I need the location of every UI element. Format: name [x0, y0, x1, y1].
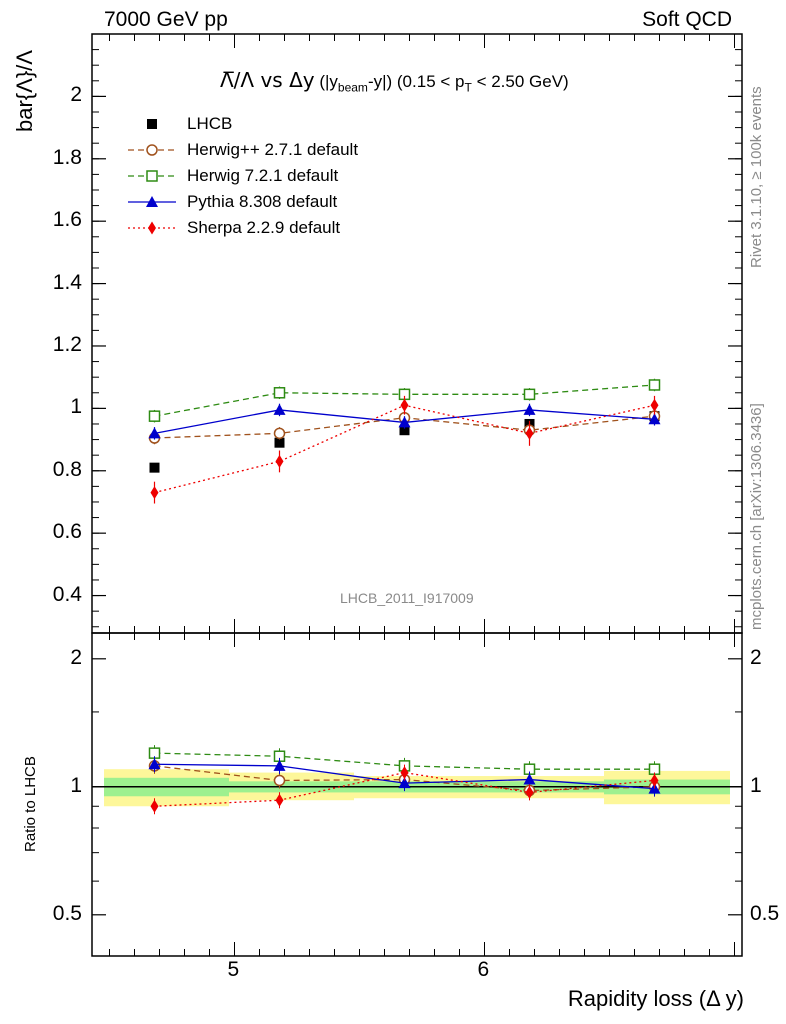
- data-point-0: [399, 425, 410, 436]
- chart-title-part2: -y|) (0.15 < p: [367, 72, 465, 91]
- legend-item-herwig7: Herwig 7.2.1 default: [187, 166, 339, 185]
- legend-marker-4: [148, 221, 156, 235]
- data-point-3: [648, 413, 661, 425]
- ratio-point-3: [275, 793, 284, 807]
- ratio-series: [148, 745, 661, 815]
- data-point-0: [149, 462, 160, 473]
- legend-markers: [128, 119, 176, 235]
- data-point-0: [274, 437, 285, 448]
- header-left-label: 7000 GeV pp: [104, 8, 228, 31]
- chart-title: Λ̅/Λ vs Δy (|ybeam-y|) (0.15 < pT < 2.50…: [220, 68, 569, 94]
- ratio-point-2: [398, 777, 411, 789]
- main-ytick-label: 0.8: [52, 457, 82, 481]
- main-ytick-label: 1.6: [52, 208, 82, 232]
- ratio-point-3: [650, 773, 659, 787]
- analysis-watermark: LHCB_2011_I917009: [340, 590, 474, 606]
- data-point-4: [400, 398, 409, 412]
- main-y-axis-label: bar{Λ}/Λ: [12, 50, 37, 132]
- x-axis-label: Rapidity loss (Δ y): [567, 986, 744, 1011]
- ratio-point-3: [525, 785, 534, 799]
- ratio-ytick-label-right: 1: [750, 773, 762, 797]
- legend-item-sherpa: Sherpa 2.2.9 default: [187, 218, 341, 237]
- xtick-label: 6: [477, 958, 490, 981]
- data-point-4: [525, 426, 534, 440]
- chart-title-sub-t: T: [464, 80, 472, 95]
- main-ytick-label: 2: [70, 83, 82, 107]
- data-point-2: [523, 388, 536, 401]
- chart-title-main: Λ̅/Λ vs Δy: [220, 68, 315, 92]
- data-point-3: [523, 403, 536, 415]
- legend-marker-0: [147, 119, 157, 129]
- data-point-4: [275, 454, 284, 468]
- ratio-y-axis-label: Ratio to LHCB: [22, 756, 39, 852]
- main-frame: [91, 33, 743, 634]
- data-point-2: [148, 410, 161, 422]
- main-series: [148, 378, 661, 504]
- ratio-point-0: [273, 774, 286, 787]
- legend-marker-1: [146, 144, 158, 156]
- data-point-3: [273, 403, 286, 415]
- legend-item-pythia: Pythia 8.308 default: [187, 192, 338, 211]
- ratio-point-2: [273, 759, 286, 771]
- data-point-4: [150, 486, 159, 500]
- main-ytick-label: 1.2: [52, 332, 82, 356]
- main-ytick-label: 1.4: [52, 270, 82, 294]
- rivet-side-label: Rivet 3.1.10, ≥ 100k events: [748, 86, 765, 268]
- ratio-point-3: [150, 799, 159, 813]
- ratio-point-3: [400, 766, 409, 780]
- data-point-4: [650, 398, 659, 412]
- data-point-3: [398, 416, 411, 428]
- ratio-ytick-label-right: 2: [750, 645, 762, 669]
- main-ytick-label: 0.4: [52, 582, 82, 606]
- legend-item-lhcb: LHCB: [187, 114, 233, 133]
- ratio-ytick-label-left: 2: [70, 645, 82, 669]
- main-ytick-label: 1.8: [52, 145, 82, 169]
- ratio-line-3: [154, 771, 655, 807]
- ratio-point-2: [523, 773, 536, 785]
- data-point-2: [648, 379, 661, 391]
- chart-title-part3: < 2.50 GeV): [476, 72, 569, 91]
- header-right-label: Soft QCD: [642, 8, 732, 31]
- legend-marker-3: [146, 196, 158, 207]
- data-point-3: [148, 427, 161, 439]
- main-ytick-label: 1: [70, 395, 82, 419]
- xtick-label: 5: [227, 958, 240, 981]
- data-point-2: [273, 387, 286, 399]
- data-point-1: [273, 427, 286, 440]
- legend-item-herwigpp: Herwig++ 2.7.1 default: [187, 140, 359, 159]
- main-ytick-label: 0.6: [52, 520, 82, 544]
- ratio-point-2: [148, 758, 161, 770]
- ratio-ytick-label-right: 0.5: [750, 901, 780, 925]
- ratio-frame-box: [91, 632, 743, 957]
- mcplots-side-label: mcplots.cern.ch [arXiv:1306.3436]: [748, 403, 765, 630]
- chart-title-sub-beam: beam: [337, 80, 368, 95]
- ratio-ytick-label-left: 1: [70, 773, 82, 797]
- chart-title-part1: (|y: [319, 72, 338, 91]
- ratio-ytick-label-left: 0.5: [52, 901, 82, 925]
- legend-marker-2: [146, 170, 158, 182]
